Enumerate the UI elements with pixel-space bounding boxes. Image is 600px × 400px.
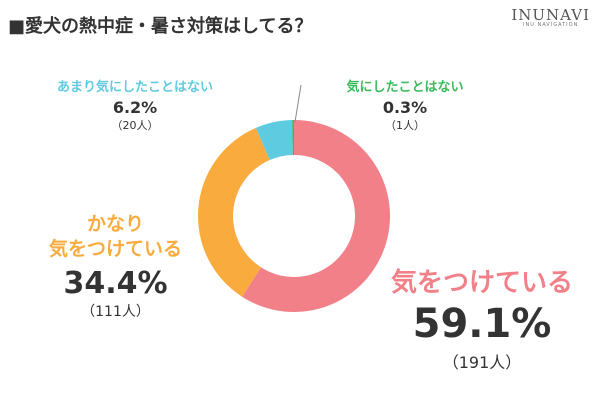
brand-name: INUNAVI: [511, 6, 590, 24]
label-very-careful: かなり 気をつけている 34.4% （111人）: [28, 212, 203, 321]
slice-count-rarely-cared: （20人）: [111, 119, 159, 132]
brand-subtitle: INU NAVIGATION: [523, 22, 579, 28]
slice-very-careful: [198, 127, 270, 297]
slice-percent-not-cared: 0.3%: [382, 98, 428, 117]
slice-label-not-cared: 気にしたことはない: [346, 80, 464, 95]
chart-title: ■愛犬の熱中症・暑さ対策はしてる？: [8, 16, 313, 37]
leader-line-not-cared: [294, 84, 302, 123]
brand-logo: INUNAVI INU NAVIGATION: [511, 6, 590, 28]
slice-label-very-careful-line1: かなり: [86, 213, 144, 235]
slice-label-rarely-cared: あまり気にしたことはない: [56, 80, 213, 95]
slice-count-very-careful: （111人）: [81, 304, 150, 320]
slice-label-careful: 気をつけている: [390, 268, 573, 298]
slice-percent-very-careful: 34.4%: [63, 266, 168, 301]
slice-label-very-careful-line2: 気をつけている: [48, 238, 182, 260]
slice-count-careful: （191人）: [442, 353, 522, 372]
slice-count-not-cared: （1人）: [385, 119, 425, 132]
slice-percent-rarely-cared: 6.2%: [112, 98, 158, 117]
slice-rarely-cared: [255, 120, 293, 161]
label-careful: 気をつけている 59.1% （191人）: [372, 262, 592, 373]
slice-percent-careful: 59.1%: [412, 301, 552, 347]
label-rarely-cared: あまり気にしたことはない 6.2% （20人）: [40, 76, 230, 133]
slice-careful: [242, 120, 390, 312]
slice-not-cared: [292, 120, 294, 156]
label-not-cared: 気にしたことはない 0.3% （1人）: [340, 76, 470, 133]
